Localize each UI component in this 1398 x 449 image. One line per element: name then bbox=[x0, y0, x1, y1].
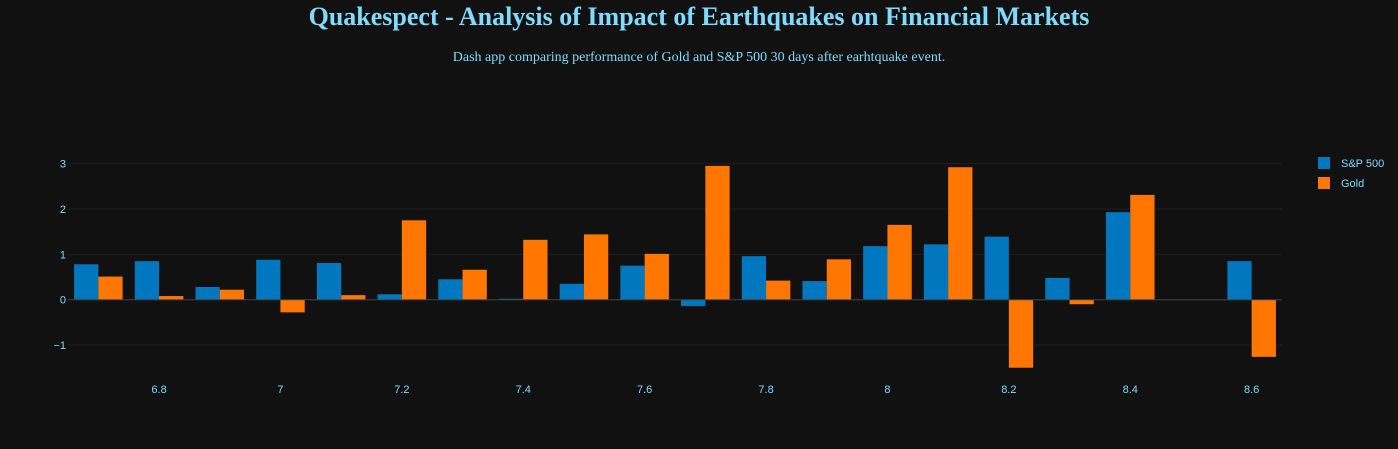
bar-s-p-500-7.8[interactable] bbox=[741, 256, 767, 300]
legend-label: Gold bbox=[1341, 178, 1364, 190]
bar-s-p-500-8.1[interactable] bbox=[923, 244, 949, 300]
bar-s-p-500-8[interactable] bbox=[863, 246, 888, 300]
page-subtitle: Dash app comparing performance of Gold a… bbox=[452, 50, 946, 65]
bar-gold-6.9[interactable] bbox=[219, 289, 245, 300]
x-tick-label: 7.8 bbox=[758, 384, 773, 396]
bar-s-p-500-7.2[interactable] bbox=[377, 294, 402, 300]
bar-gold-7.1[interactable] bbox=[341, 295, 366, 300]
legend-swatch bbox=[1318, 157, 1330, 169]
page-title: Quakespect - Analysis of Impact of Earth… bbox=[308, 2, 1090, 31]
bar-s-p-500-6.9[interactable] bbox=[195, 286, 220, 300]
legend[interactable]: S&P 500 Gold bbox=[1318, 157, 1384, 190]
bar-s-p-500-8.4[interactable] bbox=[1105, 212, 1131, 300]
bar-gold-7.5[interactable] bbox=[583, 234, 609, 300]
bar-s-p-500-6.7[interactable] bbox=[74, 264, 99, 300]
bar-gold-8.2[interactable] bbox=[1008, 299, 1034, 368]
bar-gold-7.3[interactable] bbox=[462, 269, 487, 300]
x-tick-label: 8.2 bbox=[1001, 384, 1016, 396]
y-tick-label: 0 bbox=[60, 295, 66, 307]
x-tick-label: 6.8 bbox=[151, 384, 166, 396]
bar-s-p-500-8.6[interactable] bbox=[1227, 261, 1252, 300]
bar-gold-6.8[interactable] bbox=[159, 296, 184, 300]
y-tick-label: 1 bbox=[60, 249, 66, 261]
bar-s-p-500-7.5[interactable] bbox=[559, 283, 584, 300]
y-tick-label: 3 bbox=[60, 159, 66, 171]
y-tick-label: −1 bbox=[53, 340, 66, 352]
bar-gold-7.9[interactable] bbox=[826, 259, 852, 300]
axis-layer: −1 0 1 2 3 6.8 7 7.2 7.4 7.6 7.8 8 8.2 8.4 8.6 bbox=[53, 159, 1282, 396]
bar-gold-8.6[interactable] bbox=[1251, 299, 1276, 357]
y-tick-label: 2 bbox=[60, 204, 66, 216]
x-tick-label: 7.6 bbox=[637, 384, 652, 396]
x-tick-label: 7.2 bbox=[394, 384, 409, 396]
bars-layer bbox=[74, 165, 1276, 368]
bar-gold-7.7[interactable] bbox=[705, 165, 730, 300]
legend-swatch bbox=[1318, 177, 1330, 189]
legend-label: S&P 500 bbox=[1341, 158, 1384, 170]
x-tick-label: 8.4 bbox=[1123, 384, 1138, 396]
bar-gold-8.4[interactable] bbox=[1130, 194, 1155, 300]
x-tick-label: 7 bbox=[277, 384, 283, 396]
bar-gold-7[interactable] bbox=[280, 299, 305, 313]
bar-s-p-500-7.6[interactable] bbox=[620, 265, 645, 300]
x-tick-label: 8 bbox=[884, 384, 890, 396]
bar-s-p-500-6.8[interactable] bbox=[134, 261, 160, 300]
bar-gold-8[interactable] bbox=[887, 224, 912, 300]
bar-gold-7.8[interactable] bbox=[766, 280, 791, 300]
bar-gold-8.3[interactable] bbox=[1069, 299, 1094, 305]
bar-gold-7.6[interactable] bbox=[644, 253, 669, 300]
bar-gold-7.2[interactable] bbox=[401, 220, 427, 300]
bar-s-p-500-7.9[interactable] bbox=[802, 281, 827, 300]
legend-item-s-p-500[interactable]: S&P 500 bbox=[1318, 157, 1384, 170]
bar-s-p-500-7.3[interactable] bbox=[438, 279, 463, 300]
bar-gold-6.7[interactable] bbox=[98, 276, 123, 300]
bar-s-p-500-8.3[interactable] bbox=[1045, 277, 1070, 300]
bar-s-p-500-7.1[interactable] bbox=[316, 262, 342, 300]
bar-gold-8.1[interactable] bbox=[948, 167, 973, 300]
x-tick-label: 8.6 bbox=[1244, 384, 1259, 396]
bar-s-p-500-7[interactable] bbox=[256, 259, 281, 300]
bar-gold-7.4[interactable] bbox=[523, 239, 548, 300]
bar-s-p-500-8.2[interactable] bbox=[984, 236, 1009, 300]
legend-item-gold[interactable]: Gold bbox=[1318, 177, 1364, 190]
bar-s-p-500-7.7[interactable] bbox=[681, 299, 706, 307]
grid-layer bbox=[68, 163, 1282, 346]
x-tick-label: 7.4 bbox=[516, 384, 531, 396]
